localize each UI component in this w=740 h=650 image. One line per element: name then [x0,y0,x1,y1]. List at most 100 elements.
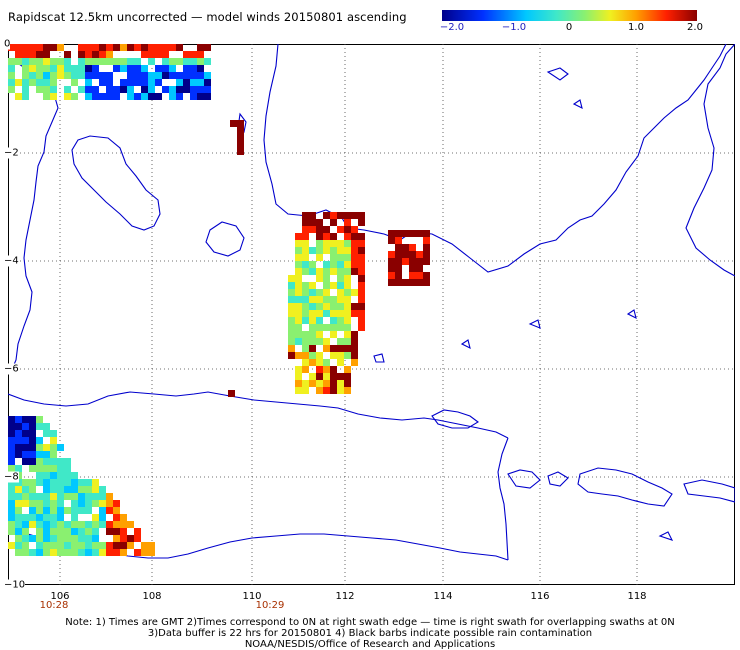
wind-cell [295,289,302,296]
wind-cell [57,535,64,542]
wind-cell [15,444,22,451]
wind-cell [316,247,323,254]
wind-cell [29,430,36,437]
wind-cell [330,324,337,331]
wind-cell [57,486,64,493]
wind-cell [29,549,36,556]
wind-cell [330,261,337,268]
wind-cell [43,465,50,472]
wind-cell [22,65,29,72]
wind-cell [85,479,92,486]
wind-cell [29,486,36,493]
wind-cell [337,226,344,233]
wind-cell [57,521,64,528]
wind-cell [50,86,57,93]
wind-cell [71,521,78,528]
wind-cell [85,58,92,65]
wind-cell [134,535,141,542]
wind-cell [127,44,134,51]
wind-cell [113,542,120,549]
wind-cell [43,507,50,514]
wind-cell [64,549,71,556]
wind-cell [92,486,99,493]
wind-cell [50,535,57,542]
colorbar [442,10,697,21]
wind-cell [323,296,330,303]
wind-cell [78,486,85,493]
wind-cell [36,437,43,444]
wind-cell [71,472,78,479]
wind-cell [183,79,190,86]
coastline-flores [683,479,735,503]
wind-cell [237,141,244,148]
wind-cell [92,86,99,93]
wind-cell [8,444,15,451]
wind-cell [36,444,43,451]
wind-cell [337,247,344,254]
wind-cell [78,51,85,58]
wind-cell [8,514,15,521]
wind-cell [15,528,22,535]
wind-cell [288,275,295,282]
wind-cell [113,500,120,507]
colorbar-tick: −2.0 [439,22,465,33]
wind-cell [323,226,330,233]
wind-cell [309,212,316,219]
wind-cell [50,430,57,437]
wind-cell [395,279,402,286]
wind-cell [302,303,309,310]
wind-cell [302,338,309,345]
wind-cell [295,352,302,359]
wind-cell [64,51,71,58]
wind-cell [92,72,99,79]
wind-cell [169,93,176,100]
wind-cell [330,373,337,380]
coastline-islet [528,319,541,329]
wind-cell [15,479,22,486]
wind-cell [22,528,29,535]
wind-cell [309,296,316,303]
wind-cell [155,44,162,51]
wind-cell [197,79,204,86]
wind-cell [22,479,29,486]
wind-cell [323,233,330,240]
wind-cell [127,521,134,528]
wind-cell [176,86,183,93]
wind-cell [302,310,309,317]
wind-cell [337,380,344,387]
wind-cell [99,44,106,51]
wind-cell [120,521,127,528]
wind-cell [423,244,430,251]
wind-cell [344,275,351,282]
wind-cell [141,93,148,100]
wind-cell [57,507,64,514]
wind-cell [351,261,358,268]
wind-cell [43,65,50,72]
wind-cell [57,444,64,451]
wind-cell [50,93,57,100]
wind-cell [351,233,358,240]
wind-cell [316,352,323,359]
wind-cell [36,514,43,521]
wind-cell [351,345,358,352]
wind-cell [50,465,57,472]
wind-cell [57,549,64,556]
wind-cell [29,416,36,423]
wind-cell [344,268,351,275]
wind-cell [330,219,337,226]
wind-cell [127,72,134,79]
wind-cell [337,303,344,310]
wind-cell [36,451,43,458]
wind-cell [43,535,50,542]
wind-cell [190,51,197,58]
wind-cell [155,65,162,72]
wind-cell [344,352,351,359]
wind-cell [120,79,127,86]
wind-cell [358,261,365,268]
wind-cell [141,542,148,549]
wind-cell [176,79,183,86]
wind-cell [64,93,71,100]
wind-cell [8,465,15,472]
wind-cell [15,58,22,65]
wind-cell [330,212,337,219]
